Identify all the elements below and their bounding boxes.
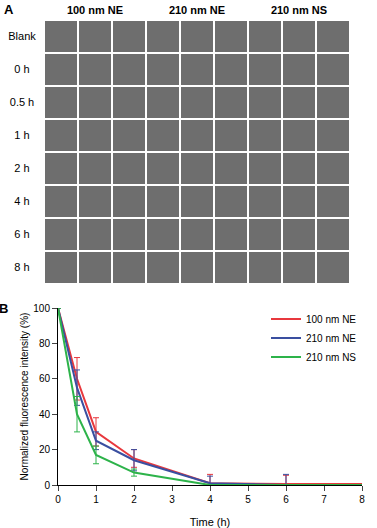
html-text:0.5 h: 0.5 h	[9, 95, 35, 108]
html-text:Blank: Blank	[8, 29, 36, 42]
svg-text:5: 5	[245, 494, 251, 505]
svg-text:210 nm NE: 210 nm NE	[306, 333, 356, 344]
svg-text:3: 3	[169, 494, 175, 505]
html-text:8 h: 8 h	[14, 260, 30, 273]
html-text:0 h: 0 h	[14, 62, 30, 75]
html-text:100 nm NE: 100 nm NE	[66, 4, 124, 16]
svg-text:100 nm NE: 100 nm NE	[306, 314, 356, 325]
svg-text:Normalized fluorescence intens: Normalized fluorescence intensity (%)	[19, 313, 30, 481]
svg-text:60: 60	[39, 373, 51, 384]
svg-text:0: 0	[44, 480, 50, 491]
svg-text:0: 0	[55, 494, 61, 505]
svg-text:80: 80	[39, 338, 51, 349]
svg-text:4: 4	[207, 494, 213, 505]
svg-text:40: 40	[39, 409, 51, 420]
html-text:210 nm NS: 210 nm NS	[270, 4, 328, 16]
svg-text:7: 7	[321, 494, 327, 505]
svg-text:8: 8	[359, 494, 365, 505]
html-text:2 h: 2 h	[14, 161, 30, 174]
html-text:1 h: 1 h	[14, 128, 30, 141]
html-text:210 nm NE: 210 nm NE	[168, 4, 226, 16]
svg-text:2: 2	[131, 494, 137, 505]
svg-text:100: 100	[33, 303, 50, 314]
html-text:A: A	[4, 2, 14, 17]
svg-text:20: 20	[39, 444, 51, 455]
svg-text:1: 1	[93, 494, 99, 505]
svg-text:6: 6	[283, 494, 289, 505]
svg-text:Time (h): Time (h)	[190, 516, 231, 528]
svg-text:210 nm NS: 210 nm NS	[306, 352, 356, 363]
svg-text:B: B	[0, 301, 8, 316]
html-text:4 h: 4 h	[14, 194, 30, 207]
html-text:6 h: 6 h	[14, 227, 30, 240]
